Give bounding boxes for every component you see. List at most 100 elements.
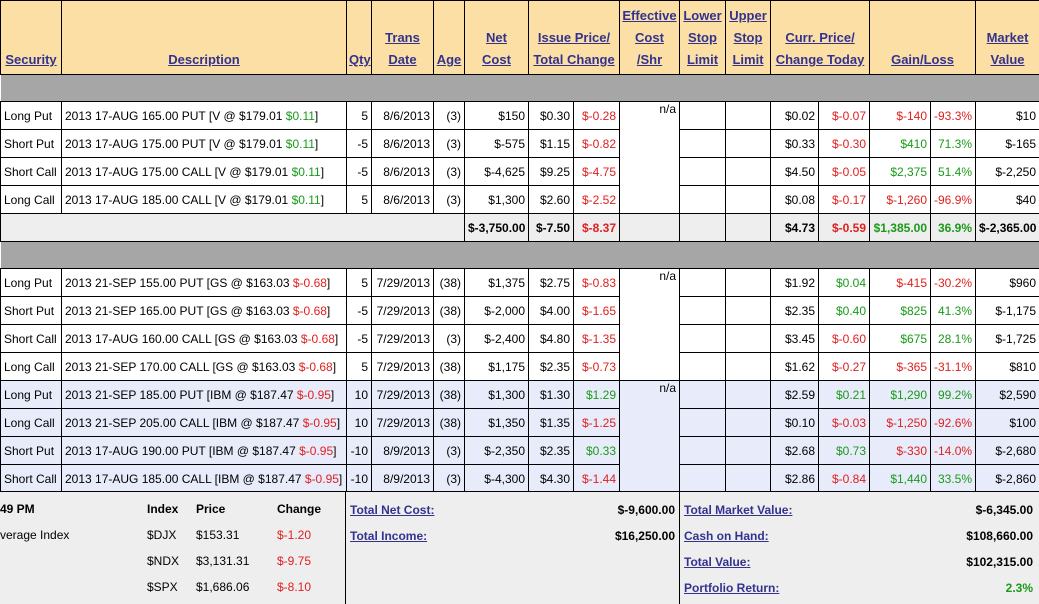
update-time: 49 PM bbox=[0, 502, 35, 516]
lower-stop-limit[interactable] bbox=[680, 409, 726, 437]
upper-stop-limit[interactable] bbox=[726, 158, 771, 186]
underlying-change: $-0.95 bbox=[303, 416, 337, 430]
market-value: $100 bbox=[976, 409, 1039, 437]
lower-stop-limit[interactable] bbox=[680, 186, 726, 214]
issue-price: $2.75 bbox=[529, 269, 574, 297]
lower-stop-limit[interactable] bbox=[680, 269, 726, 297]
net-cost: $1,300 bbox=[465, 381, 529, 409]
quantity: -5 bbox=[347, 130, 372, 158]
upper-stop-limit[interactable] bbox=[726, 186, 771, 214]
lower-stop-limit[interactable] bbox=[680, 465, 726, 493]
effective-cost: n/a bbox=[620, 381, 680, 493]
issue-price: $1.35 bbox=[529, 409, 574, 437]
current-price: $2.35 bbox=[771, 297, 819, 325]
total-income-value: $16,250.00 bbox=[615, 529, 675, 543]
upper-stop-limit[interactable] bbox=[726, 269, 771, 297]
quantity: -5 bbox=[347, 158, 372, 186]
total-net-cost-link[interactable]: Total Net Cost: bbox=[350, 503, 434, 517]
description: 2013 17-AUG 160.00 CALL [GS @ $163.03 $-… bbox=[62, 325, 347, 353]
issue-total-change: $-2.52 bbox=[574, 186, 620, 214]
market-value: $810 bbox=[976, 353, 1039, 381]
gain-loss-pct: -93.3% bbox=[931, 102, 976, 130]
col-qty[interactable]: Qty bbox=[347, 1, 372, 75]
group-separator bbox=[1, 242, 1039, 269]
col-gain-loss[interactable]: Gain/Loss bbox=[870, 1, 976, 75]
trans-date: 8/9/2013 bbox=[372, 465, 434, 493]
total-market-value-value: $-6,345.00 bbox=[976, 503, 1033, 517]
lower-stop-limit[interactable] bbox=[680, 353, 726, 381]
quantity: -5 bbox=[347, 325, 372, 353]
lower-stop-limit[interactable] bbox=[680, 297, 726, 325]
upper-stop-limit[interactable] bbox=[726, 353, 771, 381]
upper-stop-limit[interactable] bbox=[726, 437, 771, 465]
upper-stop-limit[interactable] bbox=[726, 130, 771, 158]
upper-stop-limit[interactable] bbox=[726, 381, 771, 409]
underlying-change: $0.11 bbox=[286, 109, 315, 123]
underlying-change: $-0.95 bbox=[297, 388, 331, 402]
issue-price: $2.35 bbox=[529, 437, 574, 465]
lower-stop-limit[interactable] bbox=[680, 102, 726, 130]
lower-stop-limit[interactable] bbox=[680, 381, 726, 409]
age: (38) bbox=[434, 381, 465, 409]
upper-stop-limit[interactable] bbox=[726, 409, 771, 437]
security-type: Short Put bbox=[1, 130, 62, 158]
col-description[interactable]: Description bbox=[62, 1, 347, 75]
issue-total-change: $-1.65 bbox=[574, 297, 620, 325]
upper-stop-limit[interactable] bbox=[726, 297, 771, 325]
security-type: Short Put bbox=[1, 437, 62, 465]
lower-stop-limit[interactable] bbox=[680, 158, 726, 186]
age: (3) bbox=[434, 465, 465, 493]
col-current-price[interactable]: Curr. Price/Change Today bbox=[771, 1, 870, 75]
col-issue-price[interactable]: Issue Price/Total Change bbox=[529, 1, 620, 75]
gain-loss-pct: 33.5% bbox=[931, 465, 976, 493]
market-value: $-2,860 bbox=[976, 465, 1039, 493]
lower-stop-limit[interactable] bbox=[680, 325, 726, 353]
lower-stop-limit[interactable] bbox=[680, 437, 726, 465]
gain-loss: $825 bbox=[870, 297, 931, 325]
col-security[interactable]: Security bbox=[1, 1, 62, 75]
cash-on-hand-link[interactable]: Cash on Hand: bbox=[684, 529, 769, 543]
description: 2013 17-AUG 190.00 PUT [IBM @ $187.47 $-… bbox=[62, 437, 347, 465]
total-income-link[interactable]: Total Income: bbox=[350, 529, 427, 543]
trans-date: 7/29/2013 bbox=[372, 353, 434, 381]
portfolio-return-link[interactable]: Portfolio Return: bbox=[684, 581, 779, 595]
price-col-header: Price bbox=[196, 502, 225, 516]
market-value: $960 bbox=[976, 269, 1039, 297]
quantity: 10 bbox=[347, 409, 372, 437]
total-value-link[interactable]: Total Value: bbox=[684, 555, 750, 569]
portfolio-return-value: 2.3% bbox=[1006, 581, 1033, 595]
upper-stop-limit[interactable] bbox=[726, 465, 771, 493]
market-value: $10 bbox=[976, 102, 1039, 130]
col-age[interactable]: Age bbox=[434, 1, 465, 75]
gain-loss-pct: 99.2% bbox=[931, 381, 976, 409]
upper-stop-limit[interactable] bbox=[726, 325, 771, 353]
quantity: -10 bbox=[347, 437, 372, 465]
lower-stop-limit[interactable] bbox=[680, 130, 726, 158]
total-market-value-link[interactable]: Total Market Value: bbox=[684, 503, 792, 517]
gain-loss: $-140 bbox=[870, 102, 931, 130]
upper-stop-limit[interactable] bbox=[726, 102, 771, 130]
quantity: -10 bbox=[347, 465, 372, 493]
index-name: $NDX bbox=[147, 554, 179, 568]
trans-date: 7/29/2013 bbox=[372, 381, 434, 409]
current-price: $0.02 bbox=[771, 102, 819, 130]
